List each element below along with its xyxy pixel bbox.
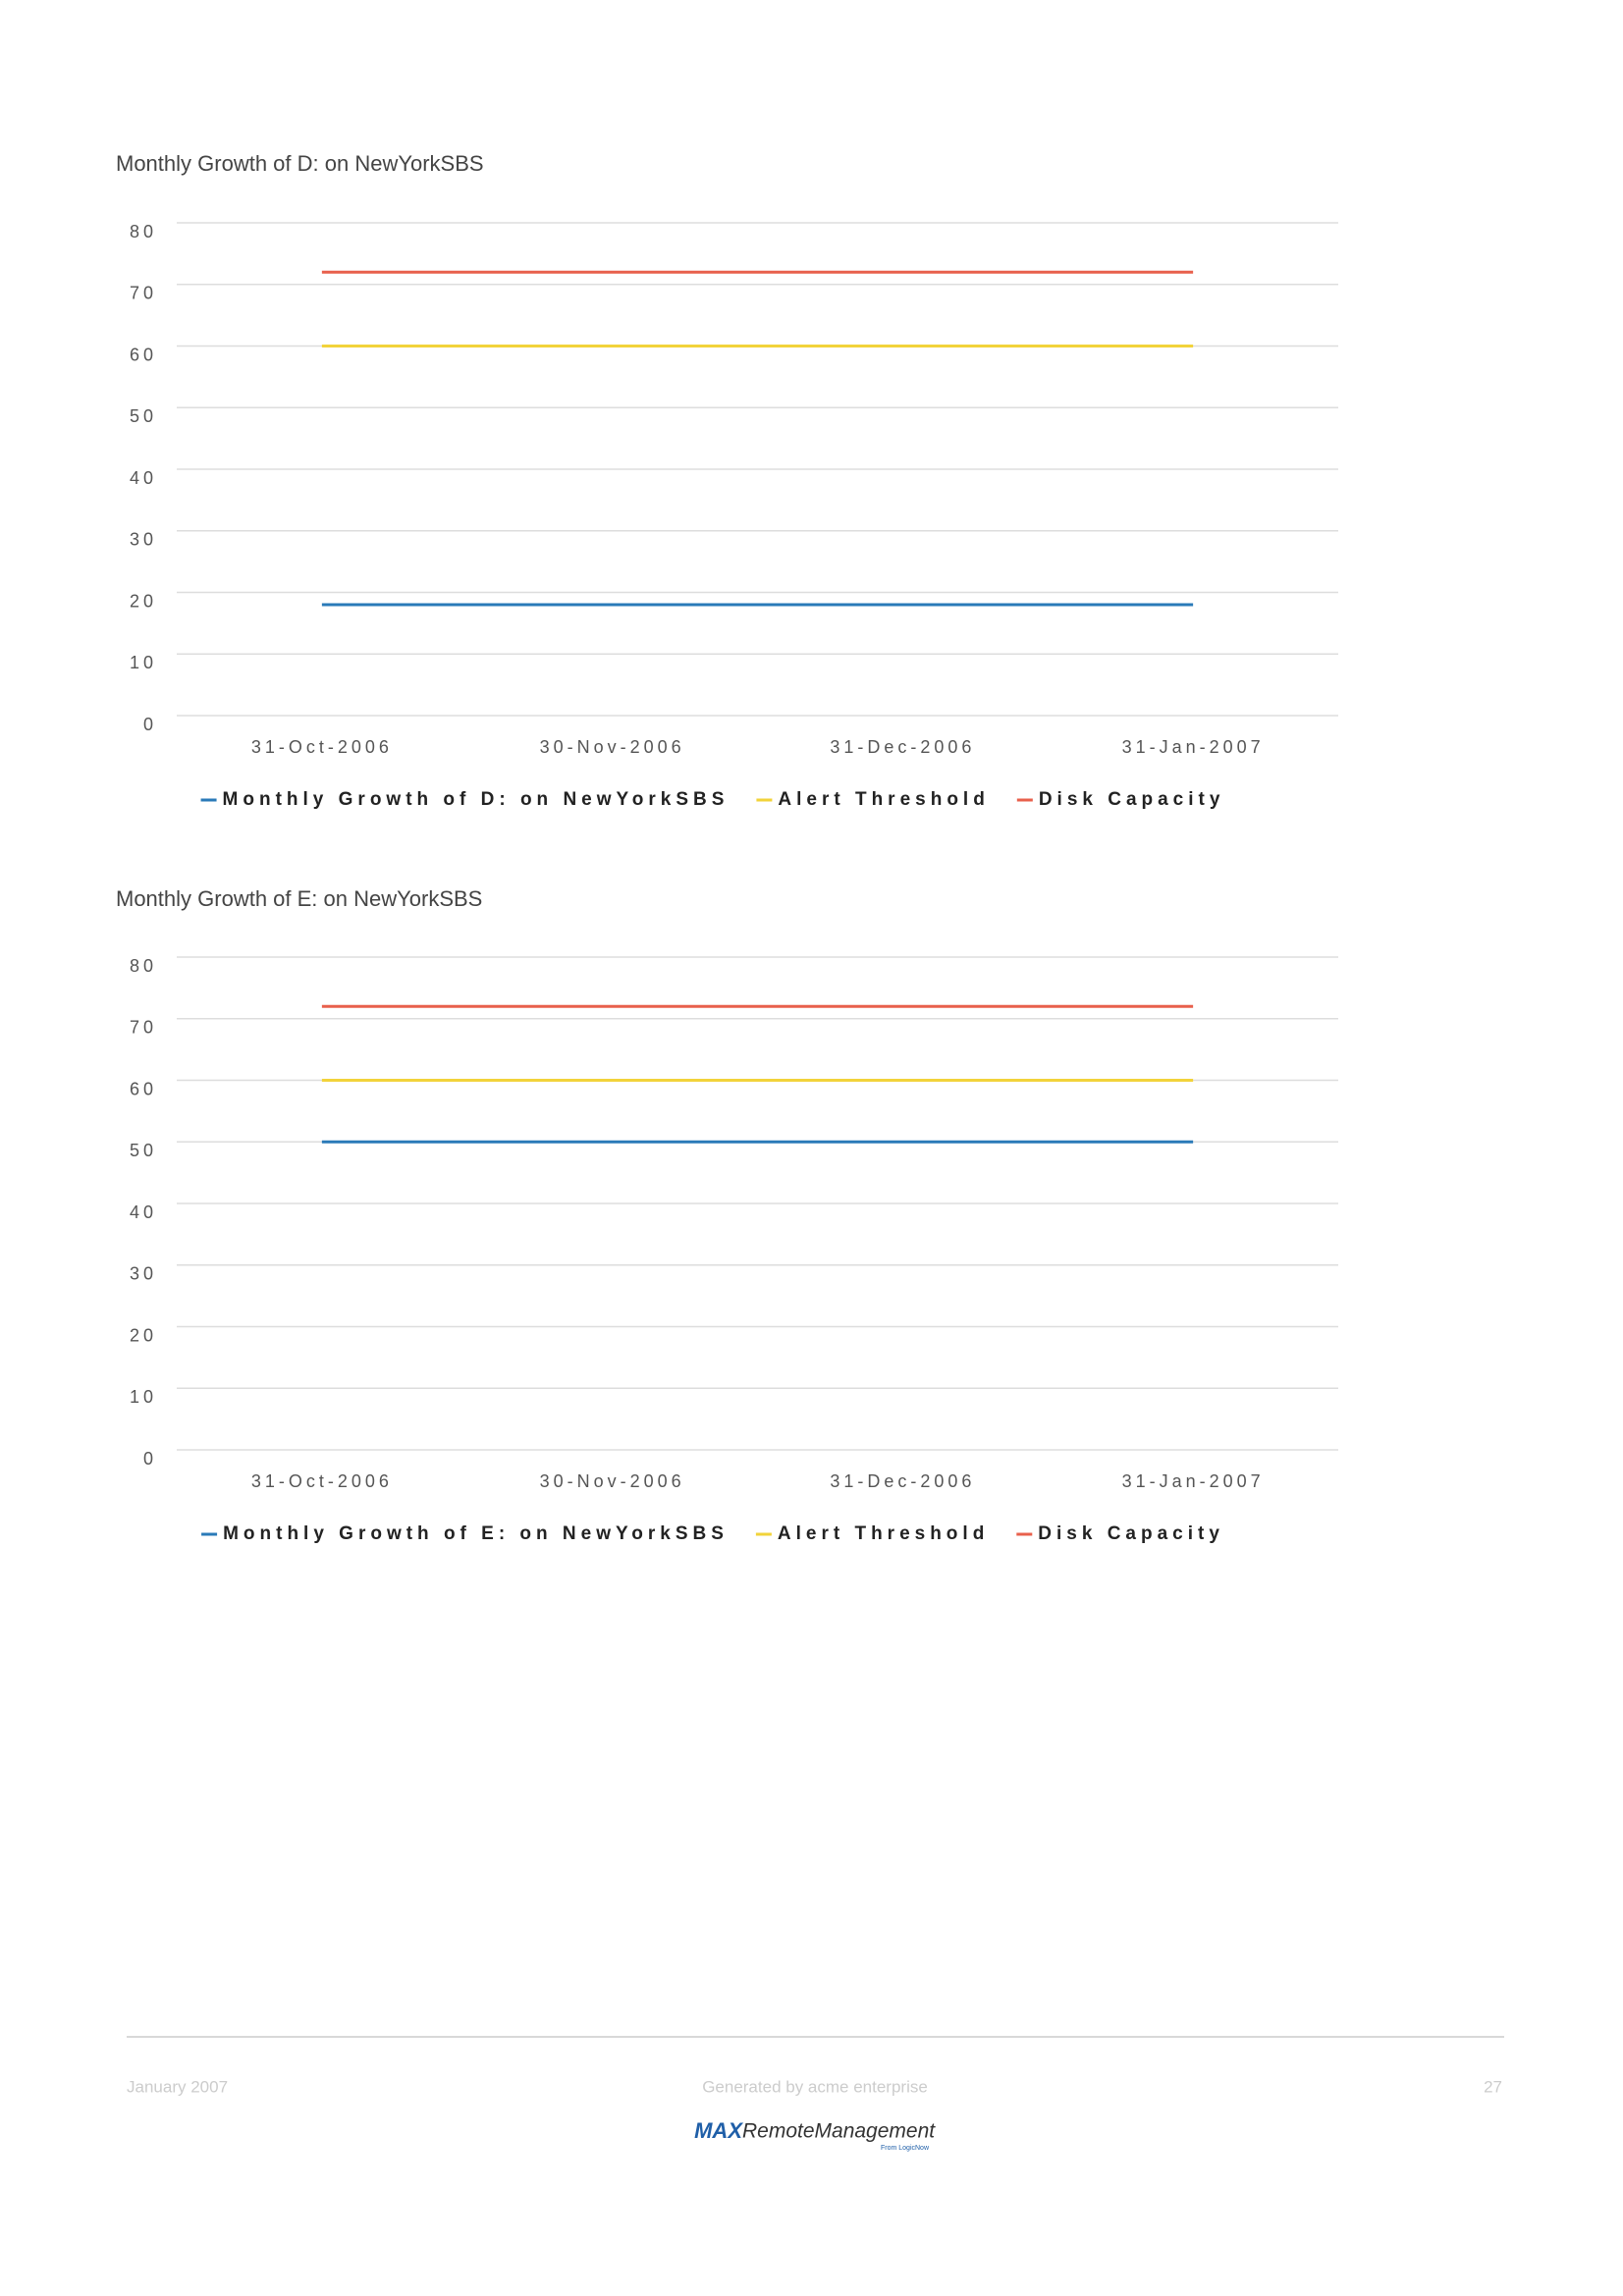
legend-label: Disk Capacity xyxy=(1038,1523,1224,1544)
x-tick-label: 31-Dec-2006 xyxy=(830,737,975,757)
y-tick-label: 60 xyxy=(130,1079,157,1098)
y-tick-label: 50 xyxy=(130,406,157,426)
x-tick-label: 31-Jan-2007 xyxy=(1122,1471,1265,1491)
footer-generated: Generated by acme enterprise xyxy=(702,2077,928,2096)
x-tick-label: 31-Oct-2006 xyxy=(251,737,393,757)
y-tick-label: 70 xyxy=(130,1018,157,1038)
x-tick-label: 31-Oct-2006 xyxy=(251,1471,393,1491)
x-tick-label: 30-Nov-2006 xyxy=(540,737,685,757)
x-tick-label: 31-Jan-2007 xyxy=(1122,737,1265,757)
y-tick-label: 30 xyxy=(130,1264,157,1284)
logo-sub: From LogicNow xyxy=(881,2145,930,2152)
y-tick-label: 80 xyxy=(130,222,157,241)
x-tick-label: 30-Nov-2006 xyxy=(540,1471,685,1491)
y-tick-label: 60 xyxy=(130,345,157,364)
y-tick-label: 40 xyxy=(130,1202,157,1222)
footer-date: January 2007 xyxy=(127,2077,228,2096)
legend-label: Disk Capacity xyxy=(1039,789,1225,810)
y-tick-label: 30 xyxy=(130,530,157,550)
y-tick-label: 80 xyxy=(130,956,157,976)
x-tick-label: 31-Dec-2006 xyxy=(830,1471,975,1491)
y-tick-label: 40 xyxy=(130,468,157,488)
y-tick-label: 10 xyxy=(130,653,157,672)
logo-max: MAX xyxy=(694,2118,743,2143)
chart-title: Monthly Growth of E: on NewYorkSBS xyxy=(116,886,482,911)
y-tick-label: 70 xyxy=(130,284,157,303)
legend-label: Monthly Growth of D: on NewYorkSBS xyxy=(223,789,730,810)
y-tick-label: 0 xyxy=(143,1449,157,1468)
y-tick-label: 0 xyxy=(143,715,157,734)
footer-page: 27 xyxy=(1484,2077,1502,2096)
chart-title: Monthly Growth of D: on NewYorkSBS xyxy=(116,151,484,176)
y-tick-label: 20 xyxy=(130,591,157,611)
y-tick-label: 20 xyxy=(130,1325,157,1345)
y-tick-label: 50 xyxy=(130,1141,157,1160)
logo-text: RemoteManagement xyxy=(742,2120,936,2143)
legend-label: Monthly Growth of E: on NewYorkSBS xyxy=(223,1523,729,1544)
legend-label: Alert Threshold xyxy=(778,1523,989,1544)
legend-label: Alert Threshold xyxy=(778,789,989,810)
y-tick-label: 10 xyxy=(130,1387,157,1407)
